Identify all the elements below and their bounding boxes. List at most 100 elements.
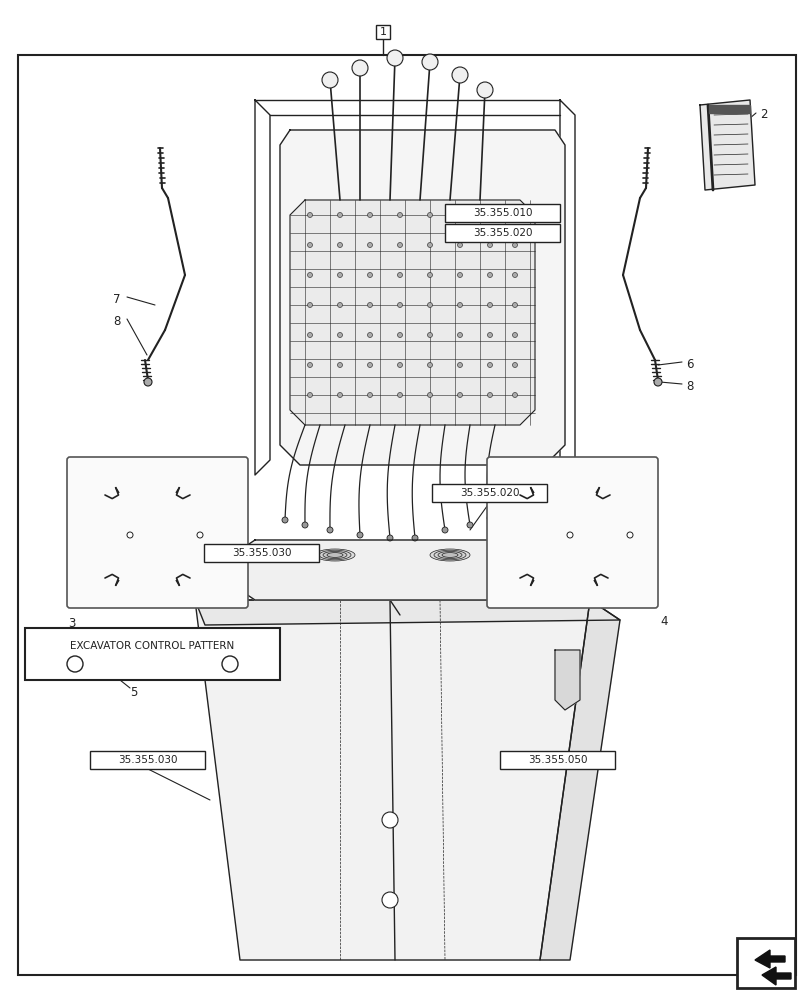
Circle shape bbox=[441, 527, 448, 533]
Polygon shape bbox=[290, 200, 534, 425]
Circle shape bbox=[327, 527, 333, 533]
Text: 1: 1 bbox=[379, 27, 386, 37]
Circle shape bbox=[487, 272, 492, 277]
Circle shape bbox=[427, 242, 432, 247]
Circle shape bbox=[144, 378, 152, 386]
Circle shape bbox=[626, 532, 633, 538]
Text: 6: 6 bbox=[685, 358, 693, 371]
Circle shape bbox=[457, 332, 462, 338]
Circle shape bbox=[281, 517, 288, 523]
Ellipse shape bbox=[437, 551, 461, 559]
Circle shape bbox=[367, 242, 372, 247]
Circle shape bbox=[457, 242, 462, 247]
Circle shape bbox=[357, 532, 363, 538]
Text: 35.355.050: 35.355.050 bbox=[528, 755, 587, 765]
FancyBboxPatch shape bbox=[67, 457, 247, 608]
Bar bbox=[204, 544, 319, 562]
Text: 2: 2 bbox=[759, 108, 766, 121]
Text: 4: 4 bbox=[659, 615, 667, 628]
Polygon shape bbox=[240, 540, 560, 600]
Bar bbox=[445, 224, 560, 242]
Polygon shape bbox=[539, 600, 620, 960]
Circle shape bbox=[457, 362, 462, 367]
Circle shape bbox=[387, 50, 402, 66]
Circle shape bbox=[307, 242, 312, 247]
Bar bbox=[432, 484, 547, 502]
Circle shape bbox=[487, 515, 492, 521]
Circle shape bbox=[457, 302, 462, 308]
Text: 35.355.030: 35.355.030 bbox=[232, 548, 291, 558]
Circle shape bbox=[367, 302, 372, 308]
Circle shape bbox=[307, 332, 312, 338]
Circle shape bbox=[512, 362, 517, 367]
Circle shape bbox=[512, 213, 517, 218]
Circle shape bbox=[127, 532, 133, 538]
Circle shape bbox=[457, 213, 462, 218]
Text: 35.355.020: 35.355.020 bbox=[473, 228, 532, 238]
Circle shape bbox=[512, 272, 517, 277]
Polygon shape bbox=[754, 950, 784, 968]
Bar bbox=[445, 204, 560, 222]
Circle shape bbox=[487, 332, 492, 338]
Circle shape bbox=[307, 392, 312, 397]
Circle shape bbox=[487, 213, 492, 218]
Circle shape bbox=[307, 302, 312, 308]
Text: 8: 8 bbox=[685, 380, 693, 393]
Ellipse shape bbox=[319, 550, 350, 560]
Circle shape bbox=[427, 392, 432, 397]
FancyBboxPatch shape bbox=[487, 457, 657, 608]
Bar bbox=[736, 938, 794, 988]
Circle shape bbox=[427, 302, 432, 308]
Circle shape bbox=[337, 362, 342, 367]
Circle shape bbox=[457, 272, 462, 277]
Ellipse shape bbox=[327, 553, 342, 557]
Circle shape bbox=[337, 272, 342, 277]
Text: 3: 3 bbox=[68, 617, 75, 630]
Circle shape bbox=[566, 532, 573, 538]
Circle shape bbox=[427, 362, 432, 367]
Text: 5: 5 bbox=[130, 686, 137, 699]
Circle shape bbox=[427, 272, 432, 277]
Circle shape bbox=[512, 302, 517, 308]
Circle shape bbox=[397, 392, 402, 397]
Polygon shape bbox=[761, 967, 790, 985]
Circle shape bbox=[422, 54, 437, 70]
Circle shape bbox=[387, 535, 393, 541]
Circle shape bbox=[397, 213, 402, 218]
Circle shape bbox=[427, 332, 432, 338]
Circle shape bbox=[487, 362, 492, 367]
Circle shape bbox=[457, 392, 462, 397]
Ellipse shape bbox=[430, 549, 470, 561]
Polygon shape bbox=[195, 600, 620, 625]
Text: 35.355.020: 35.355.020 bbox=[460, 488, 519, 498]
Circle shape bbox=[367, 362, 372, 367]
Circle shape bbox=[653, 378, 661, 386]
Circle shape bbox=[397, 302, 402, 308]
Text: 35.355.010: 35.355.010 bbox=[473, 208, 532, 218]
Circle shape bbox=[337, 392, 342, 397]
Ellipse shape bbox=[315, 549, 354, 561]
Circle shape bbox=[381, 812, 397, 828]
Circle shape bbox=[337, 302, 342, 308]
Text: 7: 7 bbox=[113, 293, 120, 306]
Circle shape bbox=[351, 60, 367, 76]
Circle shape bbox=[512, 392, 517, 397]
Text: EXCAVATOR CONTROL PATTERN: EXCAVATOR CONTROL PATTERN bbox=[71, 641, 234, 651]
Circle shape bbox=[322, 72, 337, 88]
Polygon shape bbox=[195, 600, 590, 960]
Circle shape bbox=[466, 522, 473, 528]
Polygon shape bbox=[699, 100, 754, 190]
Bar bbox=[375, 25, 389, 39]
Bar bbox=[90, 751, 205, 769]
Circle shape bbox=[397, 362, 402, 367]
Circle shape bbox=[512, 332, 517, 338]
Ellipse shape bbox=[433, 550, 466, 560]
Circle shape bbox=[302, 522, 307, 528]
Circle shape bbox=[397, 272, 402, 277]
Circle shape bbox=[221, 656, 238, 672]
Circle shape bbox=[411, 535, 418, 541]
Text: 35.355.030: 35.355.030 bbox=[118, 755, 178, 765]
Circle shape bbox=[476, 82, 492, 98]
Circle shape bbox=[381, 892, 397, 908]
Circle shape bbox=[487, 242, 492, 247]
